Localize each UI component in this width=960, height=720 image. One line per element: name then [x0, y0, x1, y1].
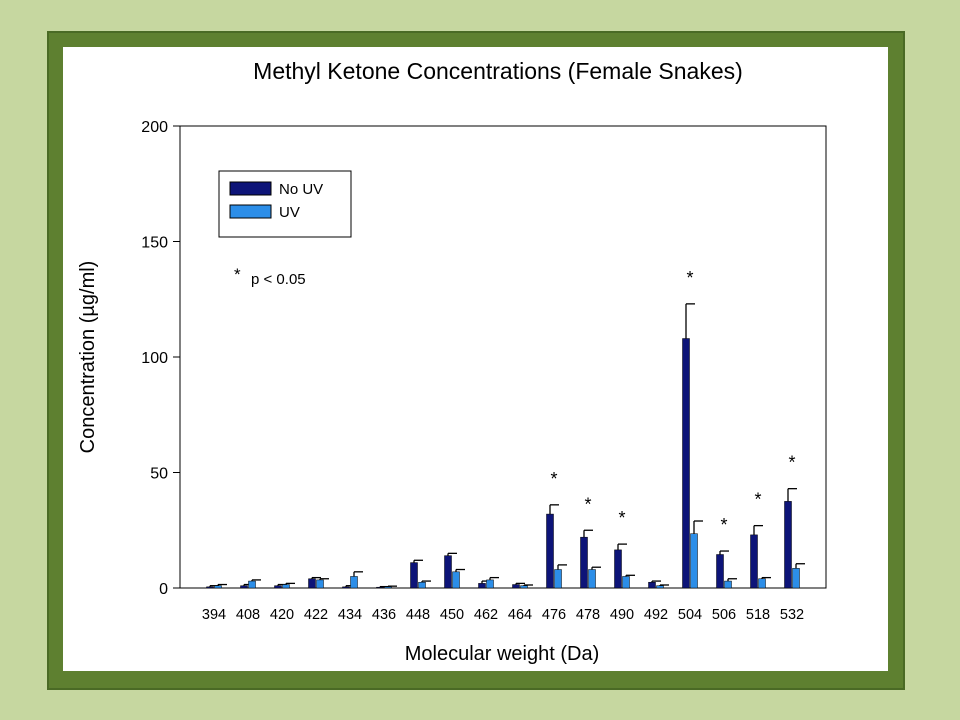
x-tick-label-506: 506 [712, 607, 736, 623]
bar-uv-506 [724, 580, 732, 589]
y-tick-label-200: 200 [141, 119, 168, 136]
legend-swatch-no-uv [229, 181, 272, 196]
bar-no-uv-448 [410, 562, 418, 589]
bar-uv-518 [758, 578, 766, 589]
y-tick-label-0: 0 [159, 581, 168, 598]
legend-label-uv: UV [279, 204, 300, 221]
bar-no-uv-434 [342, 586, 350, 589]
bar-no-uv-436 [376, 586, 384, 589]
bar-uv-464 [520, 585, 528, 589]
bar-uv-434 [350, 576, 358, 589]
bar-uv-394 [214, 585, 222, 589]
bar-uv-504 [690, 533, 698, 589]
significance-star-478: * [584, 494, 591, 514]
bar-uv-436 [384, 586, 392, 589]
x-tick-label-436: 436 [372, 607, 396, 623]
bar-no-uv-490 [614, 549, 622, 589]
y-tick-label-50: 50 [150, 466, 168, 483]
bar-no-uv-422 [308, 578, 316, 589]
y-tick-label-150: 150 [141, 235, 168, 252]
x-tick-label-490: 490 [610, 607, 634, 623]
x-tick-label-476: 476 [542, 607, 566, 623]
bar-no-uv-462 [478, 583, 486, 589]
bar-uv-448 [418, 581, 426, 589]
bar-no-uv-450 [444, 555, 452, 589]
bar-uv-450 [452, 571, 460, 589]
bar-uv-532 [792, 568, 800, 589]
bar-no-uv-518 [750, 534, 758, 589]
x-tick-label-450: 450 [440, 607, 464, 623]
x-tick-label-422: 422 [304, 607, 328, 623]
chart-title: Methyl Ketone Concentrations (Female Sna… [253, 58, 743, 84]
x-tick-label-394: 394 [202, 607, 226, 623]
bar-uv-408 [248, 580, 256, 589]
significance-note-text: p < 0.05 [251, 271, 306, 288]
x-tick-label-408: 408 [236, 607, 260, 623]
legend-label-no-uv: No UV [279, 181, 323, 198]
x-tick-label-492: 492 [644, 607, 668, 623]
bar-uv-476 [554, 569, 562, 589]
x-tick-label-434: 434 [338, 607, 362, 623]
y-tick-label-100: 100 [141, 350, 168, 367]
x-tick-label-504: 504 [678, 607, 702, 623]
y-axis: 0 50 100 150 200 [141, 119, 180, 598]
significance-note-star: * [234, 265, 241, 284]
x-tick-label-518: 518 [746, 607, 770, 623]
bar-uv-462 [486, 579, 494, 589]
bar-no-uv-532 [784, 501, 792, 589]
bar-uv-490 [622, 576, 630, 589]
significance-star-476: * [550, 469, 557, 489]
bar-uv-420 [282, 584, 290, 589]
significance-star-506: * [720, 515, 727, 535]
x-tick-label-420: 420 [270, 607, 294, 623]
bar-uv-478 [588, 569, 596, 589]
significance-star-532: * [788, 453, 795, 473]
y-axis-label: Concentration (µg/ml) [77, 261, 99, 454]
significance-note: * p < 0.05 [234, 265, 306, 288]
bar-no-uv-478 [580, 536, 588, 589]
bar-no-uv-504 [682, 338, 690, 589]
bar-no-uv-408 [240, 585, 248, 589]
x-tick-label-448: 448 [406, 607, 430, 623]
bar-no-uv-492 [648, 581, 656, 589]
legend-swatch-uv [229, 204, 272, 219]
bar-no-uv-506 [716, 554, 724, 589]
bar-no-uv-476 [546, 513, 554, 589]
significance-star-504: * [686, 268, 693, 288]
x-tick-label-464: 464 [508, 607, 532, 623]
bar-no-uv-420 [274, 585, 282, 589]
x-axis: 394 408 420 422 434 436 448 450 462 464 476 478 490 4… [202, 607, 804, 623]
legend: No UV UV [218, 170, 352, 238]
x-tick-label-532: 532 [780, 607, 804, 623]
bar-no-uv-394 [206, 586, 214, 589]
bar-uv-422 [316, 579, 324, 589]
x-tick-label-462: 462 [474, 607, 498, 623]
significance-markers: * * * * * * * [550, 268, 795, 535]
bar-uv-492 [656, 585, 664, 589]
x-tick-label-478: 478 [576, 607, 600, 623]
bar-no-uv-464 [512, 584, 520, 589]
bar-series [206, 303, 805, 589]
x-axis-label: Molecular weight (Da) [405, 643, 600, 665]
significance-star-518: * [754, 490, 761, 510]
significance-star-490: * [618, 508, 625, 528]
